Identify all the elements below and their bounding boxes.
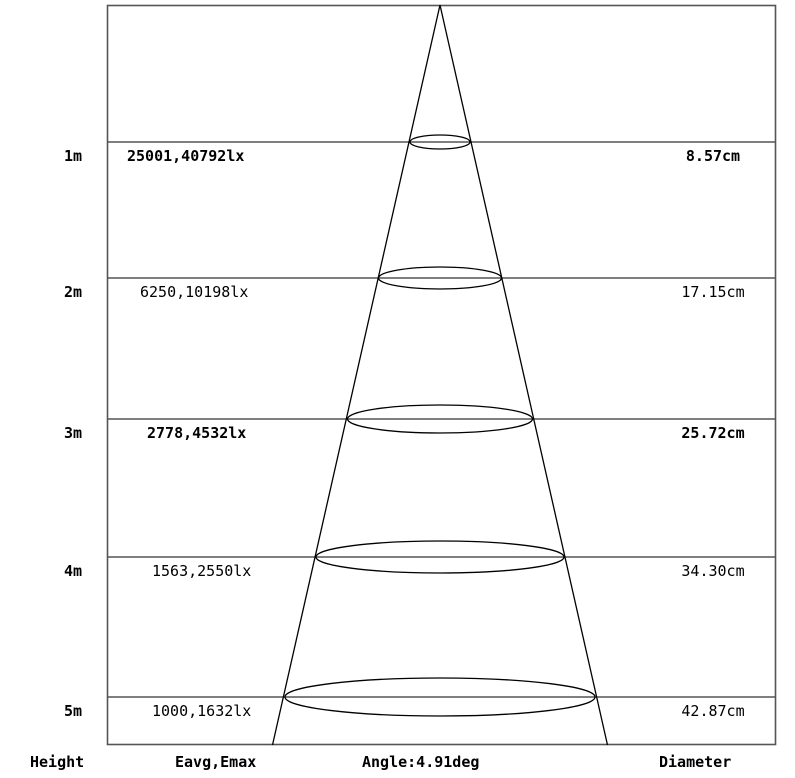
diameter-label-3m: 25.72cm [681, 424, 745, 442]
beam-ellipse-3m [346, 404, 534, 434]
eavg-emax-label-2m: 6250,10198lx [140, 283, 249, 301]
eavg-emax-label-3m: 2778,4532lx [147, 424, 247, 442]
beam-ellipse-2m [377, 266, 503, 290]
eavg-emax-label-1m: 25001,40792lx [127, 147, 245, 165]
plot-frame [106, 4, 777, 746]
eavg-emax-label-4m: 1563,2550lx [152, 562, 252, 580]
footer-eavg-emax-caption: Eavg,Emax [175, 753, 257, 771]
eavg-emax-label-5m: 1000,1632lx [152, 702, 252, 720]
beam-ellipse-4m [315, 540, 565, 574]
diameter-label-1m: 8.57cm [685, 147, 741, 165]
diameter-label-5m: 42.87cm [681, 702, 745, 720]
footer-angle-caption: Angle:4.91deg [362, 753, 480, 771]
cone-edge-right [439, 4, 609, 746]
diameter-label-4m: 34.30cm [681, 562, 745, 580]
cone-edge-left [271, 4, 441, 746]
height-label-3m: 3m [63, 424, 82, 442]
beam-ellipse-1m [409, 134, 471, 150]
diameter-label-2m: 17.15cm [681, 283, 745, 301]
height-label-1m: 1m [63, 147, 82, 165]
height-label-4m: 4m [63, 562, 82, 580]
height-label-5m: 5m [63, 702, 82, 720]
height-label-2m: 2m [63, 283, 82, 301]
footer-diameter-caption: Diameter [659, 753, 732, 771]
beam-ellipse-5m [284, 677, 596, 717]
footer-height-caption: Height [30, 753, 85, 771]
